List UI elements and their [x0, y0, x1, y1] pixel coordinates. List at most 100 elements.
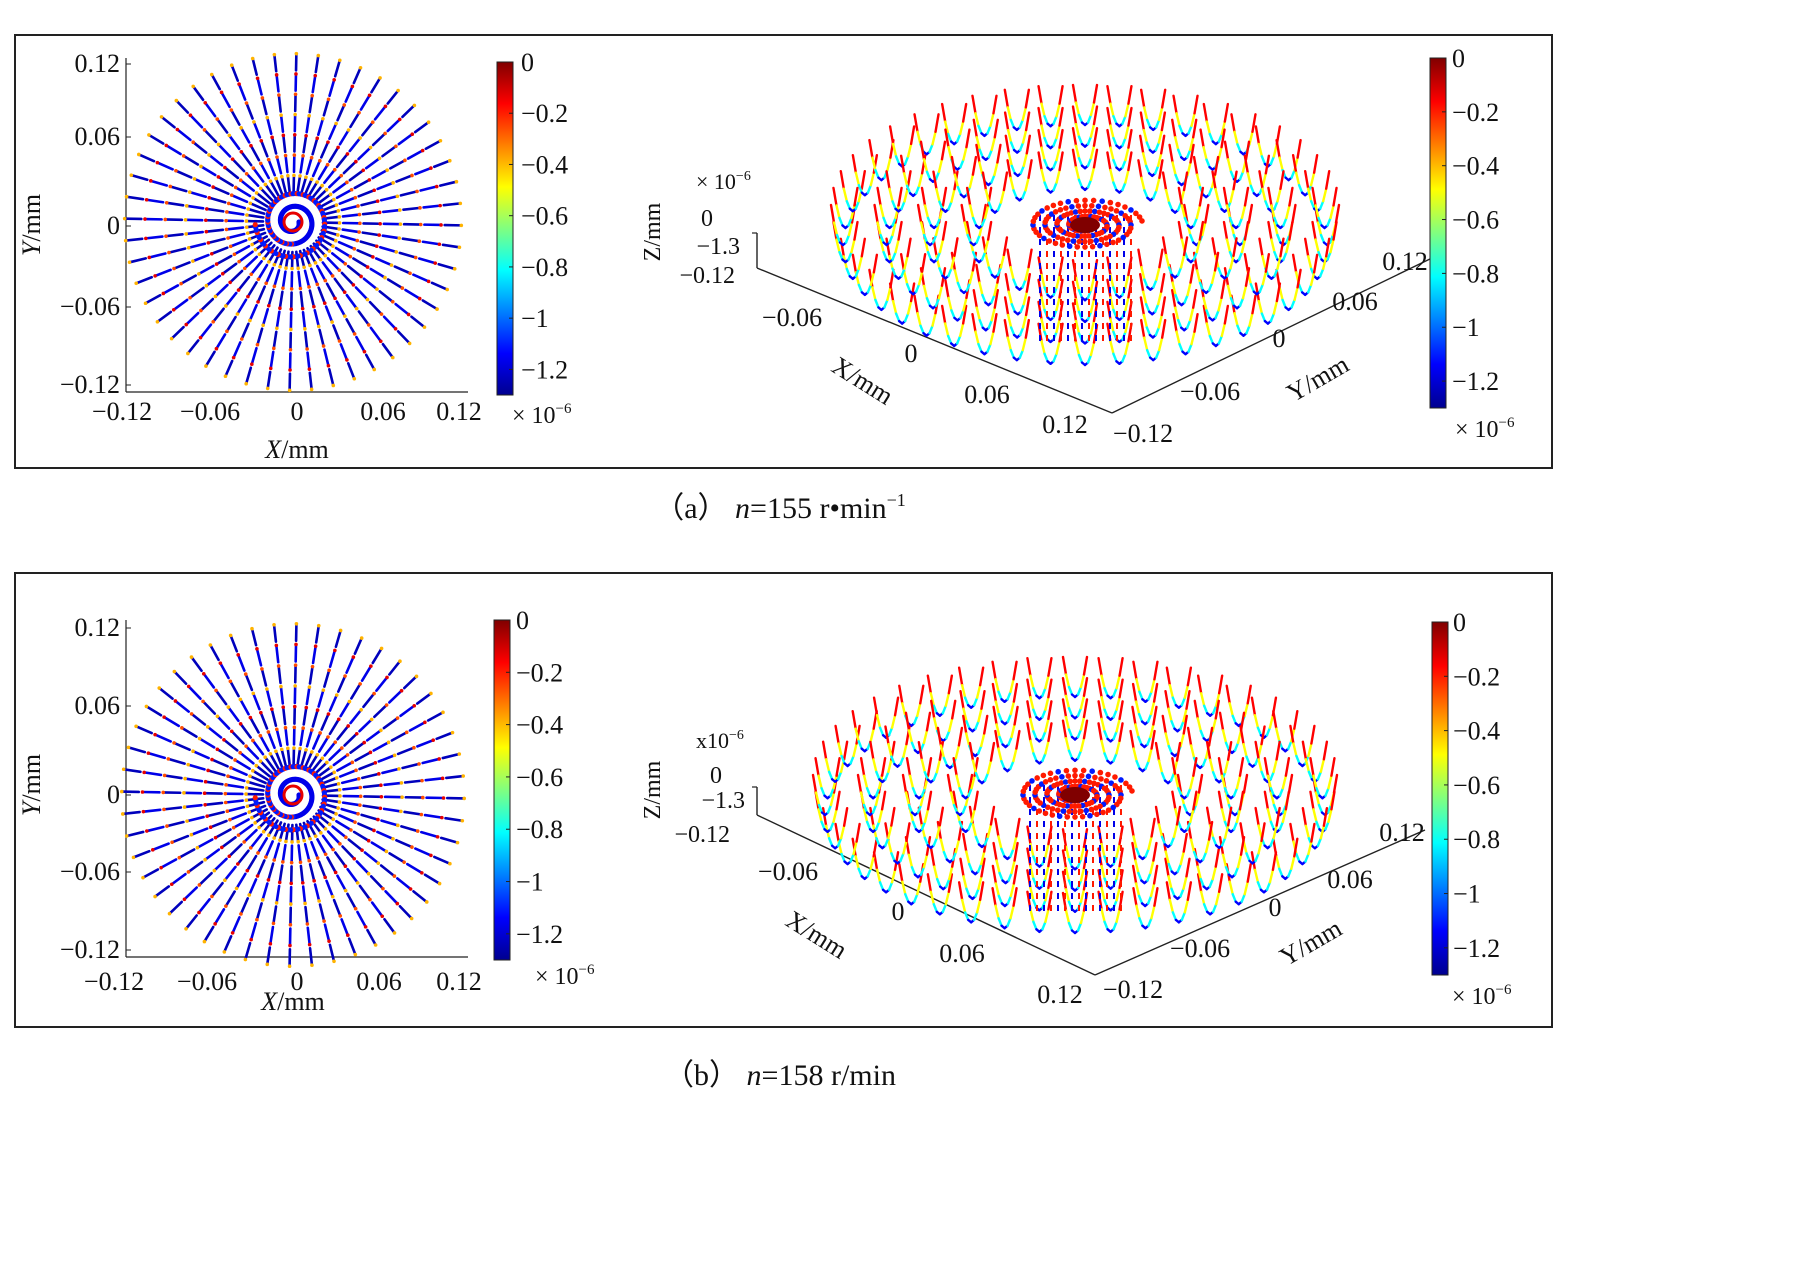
p0-3d-trajectory-segment: [1157, 106, 1164, 122]
p0-2d-trajectory-dot: [358, 65, 363, 70]
p0-3d-trajectory-segment: [925, 297, 932, 307]
p1-2d-trajectory-segment: [223, 865, 237, 882]
p0-3d-trajectory-segment: [845, 199, 852, 210]
p1-2d-trajectory-dot: [274, 727, 279, 732]
p1-3d-trajectory-segment: [983, 771, 990, 782]
p0-3d-trajectory-segment: [1109, 102, 1115, 118]
p0-2d-trajectory-segment: [316, 117, 325, 137]
p1-2d-trajectory-dot: [278, 838, 282, 842]
p1-3d-trajectory-segment: [1257, 839, 1263, 855]
p1-3d-coil-point: [1072, 803, 1078, 810]
p1-3d-trajectory-segment: [1268, 714, 1275, 729]
p1-3d-trajectory-segment: [1183, 898, 1190, 914]
p0-2d-trajectory-dot: [375, 287, 379, 291]
p0-2d-trajectory-dot: [263, 182, 268, 187]
p0-3d-trajectory-segment: [935, 216, 942, 227]
p0-3d-trajectory-segment: [832, 186, 838, 207]
p1-2d-trajectory-dot: [329, 765, 333, 769]
p0-3d-trajectory-segment: [1018, 118, 1025, 129]
p0-3d-trajectory-segment: [1297, 283, 1304, 294]
p1-2d-trajectory-dot: [256, 851, 260, 855]
p1-3d-trajectory-segment: [1041, 899, 1047, 909]
p1-2d-trajectory-dot: [153, 894, 157, 899]
p1-2d-trajectory-dot: [322, 919, 326, 923]
p0-2d-trajectory-dot: [226, 201, 231, 206]
p1-3d-trajectory-segment: [887, 824, 893, 840]
p1-2d-xtick-label: 0: [291, 967, 304, 996]
p0-3d-trajectory-segment: [940, 304, 947, 325]
p1-3d-trajectory-segment: [1224, 865, 1231, 876]
p0-3d-trajectory-segment: [919, 324, 925, 335]
p1-3d-trajectory-segment: [1271, 851, 1278, 871]
p1-2d-trajectory-segment: [250, 627, 258, 647]
p0-3d-trajectory-segment: [987, 201, 994, 212]
p1-2d-trajectory-dot: [400, 795, 404, 799]
p1-3d-trajectory-segment: [1044, 696, 1050, 711]
p0-2d-trajectory-segment: [144, 293, 162, 305]
p0-2d-trajectory-dot: [342, 103, 347, 107]
p0-2d-trajectory-segment: [228, 269, 244, 284]
p0-2d-trajectory-dot: [337, 227, 341, 231]
p1-2d-colorbar-label: −1: [516, 868, 544, 897]
p0-2d-ytick-label: 0.12: [75, 49, 121, 78]
p1-2d-trajectory-dot: [251, 691, 256, 696]
p0-2d-trajectory-segment: [188, 190, 208, 199]
p0-3d-coil-point: [1133, 210, 1139, 217]
p0-2d-trajectory-dot: [394, 144, 398, 149]
p1-3d-coil-point: [1056, 813, 1063, 820]
p1-2d-trajectory-segment: [334, 629, 342, 649]
p0-3d-trajectory-segment: [1145, 118, 1152, 129]
p1-2d-trajectory-segment: [191, 749, 210, 760]
p1-3d-trajectory-segment: [1220, 808, 1227, 824]
p1-3d-trajectory-segment: [907, 853, 914, 869]
p0-3d-trajectory-segment: [888, 187, 894, 203]
p1-2d-trajectory-dot: [238, 697, 243, 702]
p0-3d-trajectory-segment: [916, 203, 923, 224]
p0-2d-trajectory-dot: [352, 247, 357, 251]
p0-3d-coil-point: [1095, 203, 1102, 210]
p0-2d-colorbar-label: −0.4: [521, 150, 568, 179]
p1-3d-trajectory-segment: [1257, 758, 1263, 774]
p0-2d-trajectory-dot: [288, 368, 292, 372]
p1-2d-trajectory-segment: [206, 769, 226, 777]
p1-3d-trajectory-segment: [1312, 808, 1318, 823]
p1-3d-trajectory-segment: [994, 729, 1000, 750]
p0-2d-trajectory-dot: [184, 232, 188, 236]
p1-3d-trajectory-segment: [1026, 825, 1032, 846]
p0-3d-trajectory-segment: [1223, 304, 1230, 325]
p0-2d-trajectory-dot: [304, 133, 308, 138]
p1-2d-xtick-label: 0.06: [356, 967, 402, 996]
p1-2d-trajectory-dot: [272, 622, 276, 627]
p1-3d-trajectory-segment: [1118, 657, 1124, 677]
p0-2d-trajectory-dot: [390, 299, 395, 304]
p1-2d-trajectory-dot: [161, 790, 165, 795]
p1-2d-trajectory-segment: [259, 759, 274, 775]
p1-2d-trajectory-segment: [229, 634, 239, 653]
p1-3d-trajectory-segment: [1275, 806, 1281, 827]
p0-2d-trajectory-segment: [410, 315, 426, 329]
p1-2d-trajectory-segment: [342, 786, 362, 791]
p0-3d-colorbar-label: 0: [1452, 44, 1465, 73]
p1-3d-trajectory-segment: [890, 806, 896, 827]
p1-2d-trajectory-dot: [233, 758, 237, 762]
p1-2d-trajectory-segment: [325, 879, 335, 898]
p0-3d-trajectory-segment: [1198, 281, 1205, 292]
p1-3d-trajectory-segment: [941, 704, 948, 715]
p0-3d-trajectory-segment: [1267, 186, 1273, 207]
p0-2d-trajectory-segment: [239, 126, 251, 144]
p1-3d-trajectory-segment: [1186, 726, 1193, 747]
p1-2d-trajectory-dot: [450, 730, 455, 735]
p0-3d-trajectory-segment: [1052, 352, 1058, 363]
p1-2d-trajectory-dot: [226, 774, 230, 778]
p0-2d-trajectory-segment: [179, 274, 197, 285]
p0-2d-trajectory-dot: [204, 207, 209, 211]
p0-3d-trajectory-segment: [1198, 220, 1205, 241]
p0-3d-trajectory-segment: [1158, 248, 1164, 269]
p1-2d-trajectory-segment: [373, 703, 388, 719]
p1-2d-trajectory-segment: [202, 672, 216, 689]
p1-2d-trajectory-segment: [281, 705, 287, 726]
p0-3d-trajectory-segment: [1249, 283, 1256, 293]
p1-2d-trajectory-segment: [355, 860, 370, 875]
p1-3d-trajectory-segment: [1254, 740, 1260, 761]
p0-2d-trajectory-dot: [224, 218, 228, 223]
